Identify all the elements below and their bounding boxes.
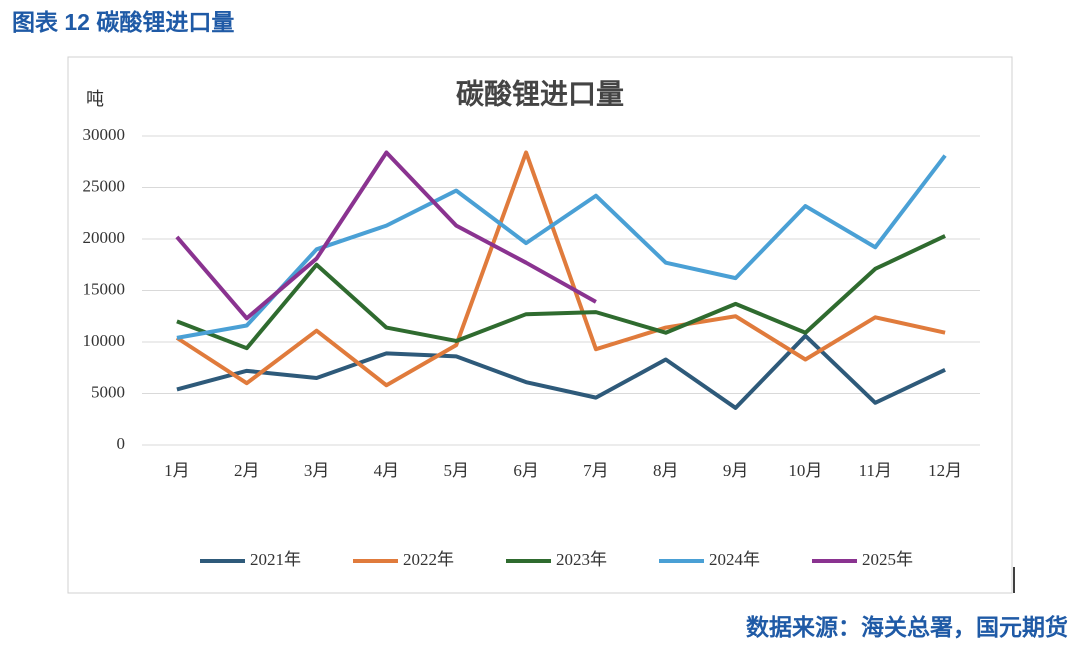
source: 数据来源：海关总署，国元期货 [746,614,1068,640]
x-tick-label: 1月 [164,461,190,480]
legend-label: 2023年 [556,550,607,569]
chart-frame [67,56,1013,594]
x-tick-label: 12月 [928,461,962,480]
y-tick-label: 30000 [83,125,126,144]
heading: 图表 12 碳酸锂进口量 [12,9,234,35]
series-line [176,234,946,351]
x-tick-label: 2月 [234,461,260,480]
x-tick-label: 4月 [374,461,400,480]
series-line [176,154,947,340]
y-tick-label: 20000 [83,228,126,247]
x-tick-label: 9月 [723,461,749,480]
x-tick-label: 5月 [444,461,470,480]
legend-label: 2021年 [250,550,301,569]
y-axis-label: 吨 [86,89,104,109]
x-tick-label: 8月 [653,461,679,480]
y-tick-label: 25000 [83,176,126,195]
x-tick-label: 7月 [583,461,609,480]
x-tick-label: 6月 [513,461,539,480]
x-tick-label: 11月 [859,461,892,480]
y-tick-label: 0 [117,434,126,453]
series-line [175,150,597,321]
legend-label: 2022年 [403,550,454,569]
y-tick-label: 15000 [83,279,126,298]
series-line [176,333,946,410]
legend-label: 2025年 [862,550,913,569]
series-line [175,150,946,388]
x-tick-label: 10月 [788,461,822,480]
x-tick-label: 3月 [304,461,330,480]
chart-title: 碳酸锂进口量 [456,78,624,110]
legend-label: 2024年 [709,550,760,569]
y-tick-label: 5000 [91,382,125,401]
y-tick-label: 10000 [83,331,126,350]
